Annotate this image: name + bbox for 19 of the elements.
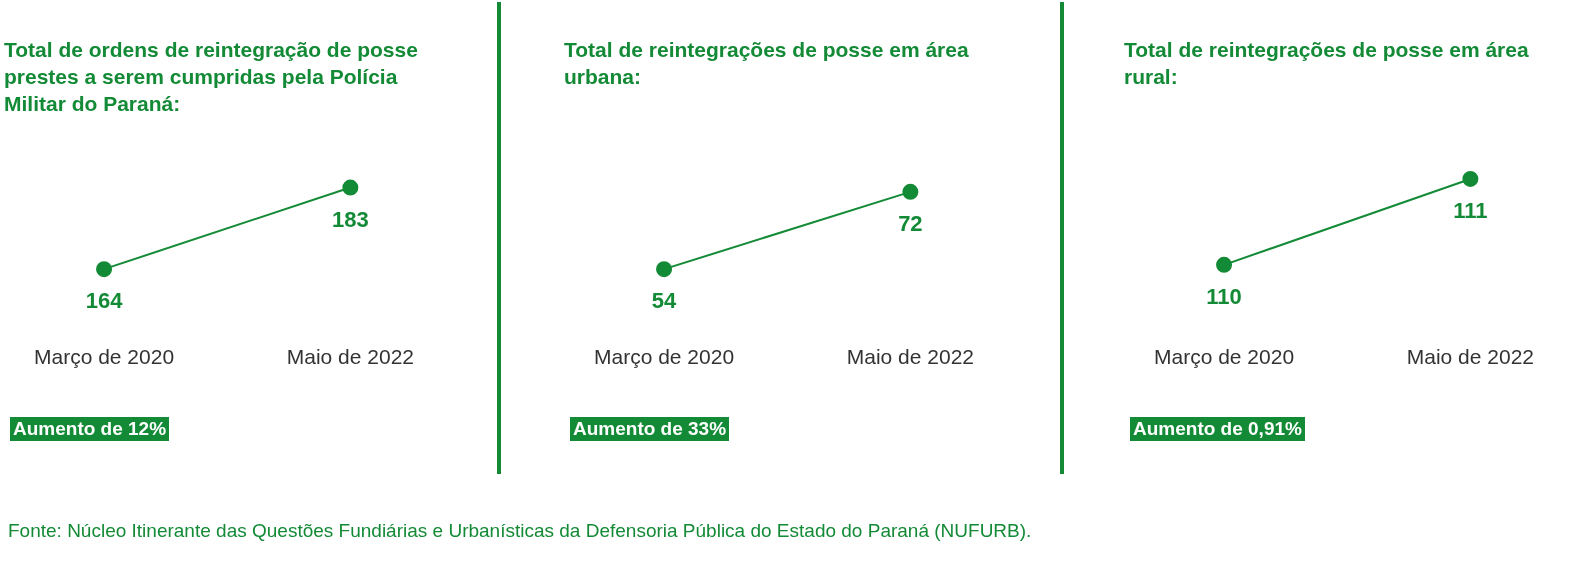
x-tick-label: Maio de 2022 <box>286 345 414 369</box>
chart-title: Total de reintegrações de posse em área rural: <box>1124 37 1530 90</box>
text: Aumento de 12% <box>10 417 170 441</box>
x-tick-label: Maio de 2022 <box>846 345 974 369</box>
text: Aumento de 33% <box>570 417 730 441</box>
chart-title: Total de ordens de reintegração de posse prestes a serem cumpridas pela Polícia Militar do Paraná: <box>4 37 419 117</box>
data-label: 110 <box>1206 283 1242 309</box>
x-tick-label: Março de 2020 <box>594 345 735 369</box>
chart-title: Total de reintegrações de posse em área urbana: <box>564 37 970 90</box>
data-label: 111 <box>1453 198 1488 224</box>
x-tick-label: Maio de 2022 <box>1406 345 1534 369</box>
data-label: 164 <box>85 288 124 314</box>
data-label: 72 <box>898 210 923 236</box>
data-label: 183 <box>332 206 369 232</box>
text: Aumento de 0,91% <box>1130 417 1305 441</box>
source-note: Fonte: Núcleo Itinerante das Questões Fundiárias e Urbanísticas da Defensoria Pública do Estado do Paraná (NUFURB). <box>8 520 1033 542</box>
x-tick-label: Março de 2020 <box>34 345 175 369</box>
x-tick-label: Março de 2020 <box>1154 345 1295 369</box>
data-label: 54 <box>651 288 678 314</box>
